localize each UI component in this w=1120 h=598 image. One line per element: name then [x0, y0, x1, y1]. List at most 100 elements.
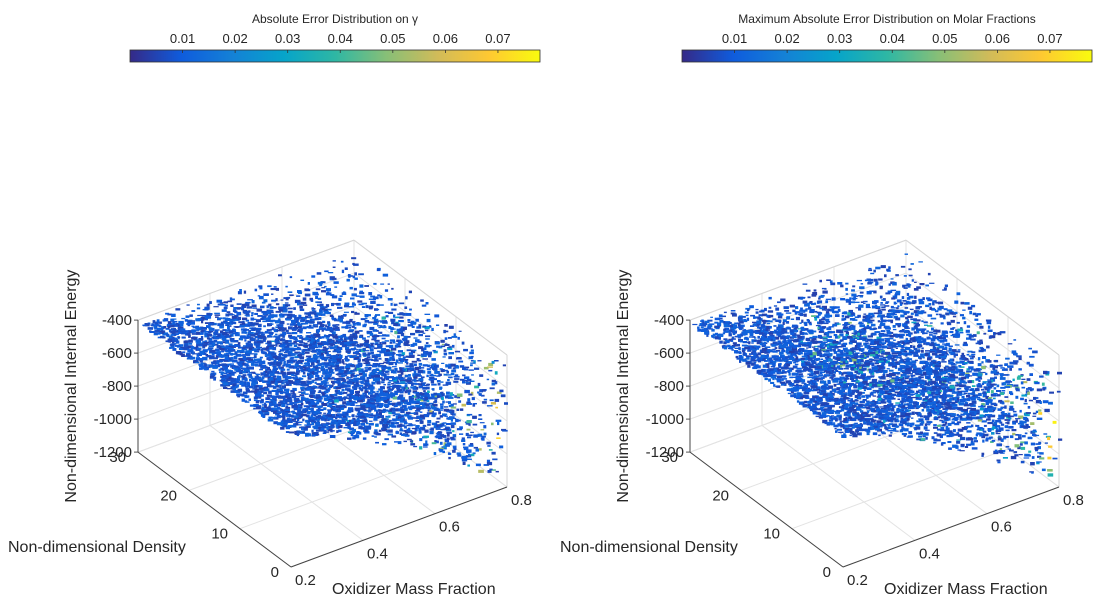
data-point: [332, 335, 339, 339]
data-point: [404, 435, 410, 437]
colorbar-tick-label: 0.03: [275, 31, 300, 46]
data-point: [804, 400, 808, 404]
data-point: [411, 360, 418, 363]
data-point: [326, 365, 330, 367]
data-point: [398, 401, 403, 405]
data-point: [410, 405, 415, 408]
data-point: [398, 358, 402, 362]
data-point: [311, 359, 317, 363]
data-point: [463, 446, 469, 449]
data-point: [282, 411, 287, 415]
data-point: [405, 365, 411, 368]
data-point: [494, 381, 498, 385]
data-point: [292, 371, 296, 375]
data-point: [470, 362, 476, 364]
data-point: [388, 361, 394, 366]
data-point: [310, 411, 316, 413]
data-point: [888, 434, 892, 437]
data-point: [376, 330, 379, 332]
data-point: [358, 349, 363, 352]
data-point: [350, 419, 354, 423]
data-point: [895, 292, 901, 296]
data-point: [339, 404, 344, 407]
data-point: [283, 379, 288, 382]
data-point: [850, 391, 855, 395]
data-point: [462, 374, 466, 377]
data-point: [306, 335, 311, 339]
data-point: [367, 368, 371, 370]
data-point: [367, 398, 371, 402]
data-point: [390, 330, 393, 333]
data-point: [285, 415, 290, 417]
data-point: [266, 354, 272, 357]
data-point: [448, 405, 453, 408]
data-point: [309, 388, 315, 392]
chart-gamma-error: -400-600-800-1000-120001020300.20.40.60.…: [8, 12, 541, 598]
data-point: [296, 295, 301, 297]
data-point: [416, 408, 420, 412]
data-point: [870, 348, 874, 350]
data-point: [385, 409, 389, 411]
data-point: [280, 313, 283, 315]
data-point: [244, 401, 250, 403]
data-point: [399, 312, 404, 316]
data-point: [367, 336, 370, 338]
data-point: [491, 382, 496, 386]
data-point: [291, 394, 297, 398]
data-point: [317, 281, 323, 285]
data-point: [344, 370, 349, 373]
data-point: [167, 321, 172, 325]
data-point: [401, 424, 405, 427]
data-point: [348, 400, 352, 403]
data-point: [269, 333, 273, 336]
data-point: [439, 373, 442, 376]
z-tick-label: -1200: [94, 444, 132, 461]
data-point: [222, 368, 225, 371]
data-point: [215, 348, 220, 352]
data-point: [309, 338, 314, 341]
data-point: [381, 371, 385, 375]
data-point: [452, 430, 455, 433]
data-point: [191, 333, 198, 335]
data-point: [372, 399, 377, 402]
data-point: [265, 347, 269, 351]
data-point: [331, 401, 335, 404]
data-point: [488, 362, 494, 366]
data-point: [305, 383, 309, 387]
data-point: [361, 394, 365, 397]
data-point: [447, 433, 450, 437]
data-point: [228, 323, 233, 325]
data-point: [293, 340, 297, 344]
data-point: [257, 379, 261, 381]
data-point: [428, 402, 434, 405]
data-point: [278, 324, 284, 327]
data-point: [334, 328, 340, 331]
data-point: [297, 408, 302, 410]
data-point: [448, 325, 454, 329]
data-point: [425, 354, 428, 356]
data-point: [435, 421, 440, 423]
data-point: [349, 391, 355, 395]
data-point: [255, 329, 261, 333]
data-point: [185, 332, 188, 336]
data-point: [423, 414, 430, 418]
data-point: [999, 421, 1003, 424]
data-point: [388, 386, 393, 388]
data-point: [795, 316, 800, 321]
data-point: [348, 306, 355, 308]
data-point: [287, 291, 293, 293]
data-point: [206, 325, 211, 328]
data-point: [292, 424, 297, 428]
data-point: [408, 416, 413, 420]
data-point: [317, 342, 323, 346]
data-point: [409, 308, 412, 311]
data-point: [297, 324, 303, 327]
data-point: [975, 409, 980, 413]
data-point: [421, 428, 426, 431]
data-point: [382, 367, 386, 371]
data-point: [262, 320, 268, 323]
data-point: [338, 425, 343, 429]
data-point: [275, 361, 282, 366]
data-point: [238, 374, 241, 378]
data-point: [488, 369, 493, 372]
